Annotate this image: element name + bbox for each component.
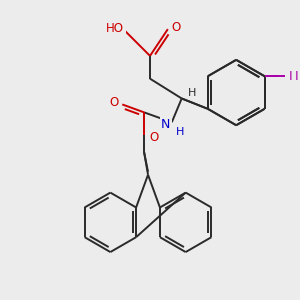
Text: I: I bbox=[289, 70, 292, 83]
Text: O: O bbox=[171, 21, 180, 34]
Text: O: O bbox=[110, 96, 119, 109]
Text: O: O bbox=[149, 130, 159, 144]
Text: H: H bbox=[188, 88, 196, 98]
Text: I: I bbox=[294, 70, 298, 83]
Text: N: N bbox=[161, 118, 170, 131]
Text: H: H bbox=[176, 127, 184, 137]
Text: HO: HO bbox=[106, 22, 124, 34]
